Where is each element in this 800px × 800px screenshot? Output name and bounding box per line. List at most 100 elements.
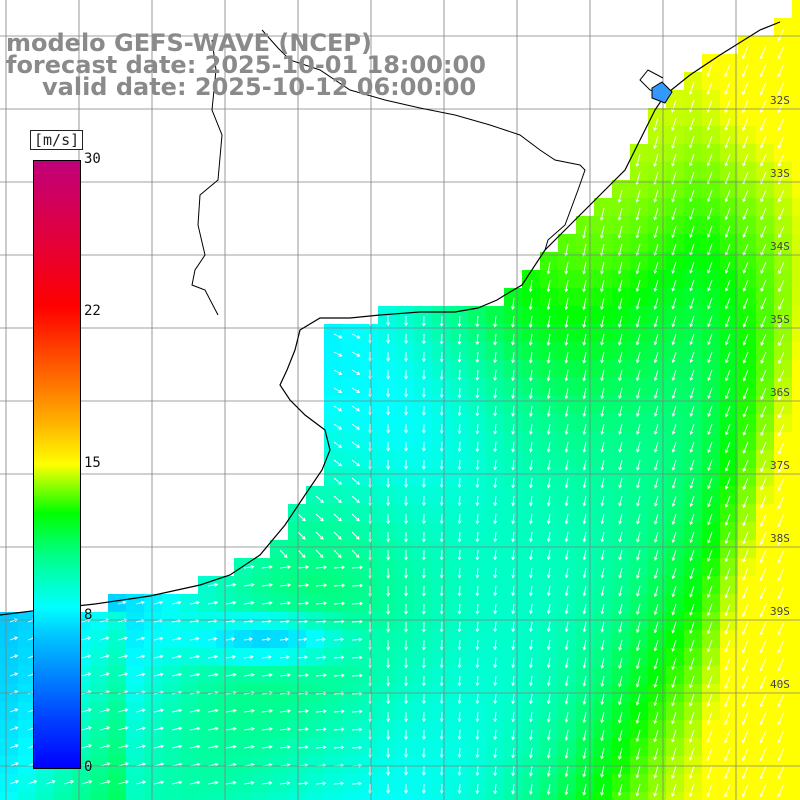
wind-arrow-shaft [636,153,641,167]
wind-arrow-head [689,539,694,544]
wind-arrow-shaft [672,585,677,597]
wind-arrow-shaft [778,243,785,256]
wind-arrow-shaft [760,261,767,274]
wind-arrow-head [356,426,361,430]
wind-arrow-head [707,287,711,292]
wind-arrow-shaft [261,656,271,659]
wind-arrow-shaft [760,423,767,436]
wind-speed-cell [180,594,198,612]
wind-arrow-shaft [530,711,533,722]
wind-arrow-shaft [654,459,659,471]
wind-arrow-head [529,628,533,633]
wind-speed-cell [720,450,738,468]
wind-speed-cell [792,234,800,252]
wind-arrow-shaft [225,673,236,677]
wind-arrow-shaft [333,369,342,375]
wind-arrow-shaft [725,585,731,598]
wind-speed-cell [468,450,486,468]
wind-speed-cell [792,54,800,72]
wind-arrow-head [305,709,309,714]
wind-speed-cell [666,234,684,252]
wind-speed-cell [414,468,432,486]
wind-arrow-head [742,613,746,618]
wind-arrow-shaft [689,81,695,95]
wind-arrow-head [125,762,129,766]
wind-speed-cell [540,666,558,684]
wind-speed-cell [720,162,738,180]
wind-arrow-shaft [512,531,515,542]
wind-speed-cell [432,738,450,756]
wind-speed-cell [792,342,800,360]
wind-speed-cell [414,612,432,630]
wind-arrow-head [653,683,658,688]
wind-arrow-head [618,413,622,418]
wind-arrow-shaft [458,405,461,416]
wind-arrow-shaft [99,637,109,641]
wind-arrow-shaft [351,369,360,375]
wind-arrow-head [653,145,657,149]
wind-arrow-shaft [530,747,533,758]
wind-arrow-shaft [760,459,767,472]
wind-arrow-head [404,629,408,633]
wind-arrow-head [323,709,327,714]
wind-arrow-head [141,708,146,713]
wind-arrow-shaft [672,441,677,453]
wind-speed-cell [342,666,360,684]
wind-arrow-shaft [601,729,605,741]
wind-speed-cell [594,468,612,486]
wind-arrow-shaft [512,711,515,722]
wind-speed-cell [720,594,738,612]
wind-arrow-head [742,576,746,581]
wind-arrow-head [653,234,658,239]
wind-speed-cell [774,270,792,288]
wind-arrow-shaft [707,531,713,543]
wind-speed-cell [378,720,396,738]
wind-arrow-head [421,772,426,776]
wind-arrow-shaft [547,423,551,435]
wind-arrow-shaft [9,708,18,713]
wind-arrow-head [653,792,658,797]
wind-arrow-shaft [171,727,182,731]
wind-speed-cell [702,666,720,684]
wind-speed-cell [378,666,396,684]
wind-speed-cell [198,738,216,756]
wind-arrow-shaft [476,639,479,650]
wind-speed-cell [450,396,468,414]
wind-speed-cell [774,324,792,342]
wind-arrow-head [564,395,569,400]
wind-arrow-shaft [636,603,641,615]
wind-arrow-head [688,126,693,131]
wind-arrow-shaft [690,549,695,561]
wind-arrow-head [706,612,711,617]
wind-speed-cell [738,234,756,252]
wind-speed-cell [684,288,702,306]
wind-arrow-head [564,324,569,329]
wind-speed-cell [342,576,360,594]
wind-arrow-head [600,359,604,364]
wind-arrow-head [635,306,640,310]
wind-speed-cell [756,108,774,126]
wind-speed-cell [252,630,270,648]
wind-arrow-shaft [707,549,713,562]
wind-arrow-head [528,306,533,311]
wind-arrow-head [214,654,218,659]
wind-arrow-head [689,666,693,671]
wind-arrow-shaft [494,531,497,542]
wind-speed-cell [288,612,306,630]
wind-arrow-shaft [743,261,749,274]
wind-speed-cell [738,774,756,792]
wind-arrow-shaft [690,405,695,417]
wind-speed-cell [648,720,666,738]
wind-arrow-head [671,593,676,598]
wind-speed-cell [630,396,648,414]
wind-arrow-shaft [189,673,200,677]
wind-arrow-head [777,757,782,762]
wind-arrow-head [742,127,746,131]
wind-arrow-head [358,637,363,642]
wind-arrow-shaft [600,243,605,256]
wind-speed-cell [288,594,306,612]
wind-speed-cell [720,468,738,486]
wind-speed-cell [738,342,756,360]
wind-speed-cell [360,378,378,396]
wind-speed-cell [576,576,594,594]
